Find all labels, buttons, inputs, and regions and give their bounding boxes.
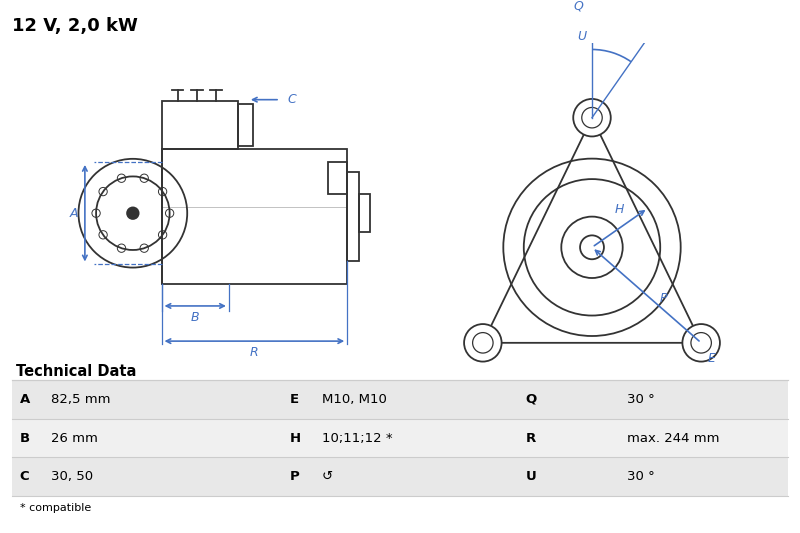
Text: P: P <box>290 470 300 483</box>
Text: Q: Q <box>526 393 537 406</box>
Bar <box>12 419 788 457</box>
Text: R: R <box>526 432 536 445</box>
Text: C: C <box>20 470 30 483</box>
Circle shape <box>464 324 502 361</box>
Bar <box>162 101 238 149</box>
Text: 82,5 mm: 82,5 mm <box>51 393 110 406</box>
Text: 10;11;12 *: 10;11;12 * <box>322 432 392 445</box>
Bar <box>359 194 370 232</box>
Text: 30, 50: 30, 50 <box>51 470 94 483</box>
Bar <box>347 172 359 261</box>
Text: E: E <box>290 393 299 406</box>
Text: 12 V, 2,0 kW: 12 V, 2,0 kW <box>12 17 138 35</box>
Text: M10, M10: M10, M10 <box>322 393 386 406</box>
Text: C: C <box>288 93 297 106</box>
Bar <box>328 162 347 194</box>
Text: B: B <box>20 432 30 445</box>
Text: 30 °: 30 ° <box>627 393 655 406</box>
Text: U: U <box>526 470 536 483</box>
Text: H: H <box>614 203 624 216</box>
Text: P: P <box>660 292 667 305</box>
Text: 30 °: 30 ° <box>627 470 655 483</box>
Text: A: A <box>20 393 30 406</box>
Text: ↺: ↺ <box>322 470 333 483</box>
Bar <box>12 380 788 419</box>
Text: Q: Q <box>574 0 583 12</box>
Text: * compatible: * compatible <box>20 503 91 513</box>
Text: E: E <box>707 352 715 365</box>
Bar <box>12 457 788 496</box>
Text: U: U <box>578 30 586 43</box>
Text: R: R <box>250 346 258 359</box>
Bar <box>162 149 347 284</box>
Text: A: A <box>70 207 78 220</box>
Text: 26 mm: 26 mm <box>51 432 98 445</box>
Bar <box>238 104 253 146</box>
Text: H: H <box>290 432 302 445</box>
Text: max. 244 mm: max. 244 mm <box>627 432 720 445</box>
Circle shape <box>574 99 610 136</box>
Circle shape <box>127 207 138 219</box>
Circle shape <box>682 324 720 361</box>
Text: Technical Data: Technical Data <box>16 364 136 379</box>
Text: B: B <box>191 311 199 324</box>
